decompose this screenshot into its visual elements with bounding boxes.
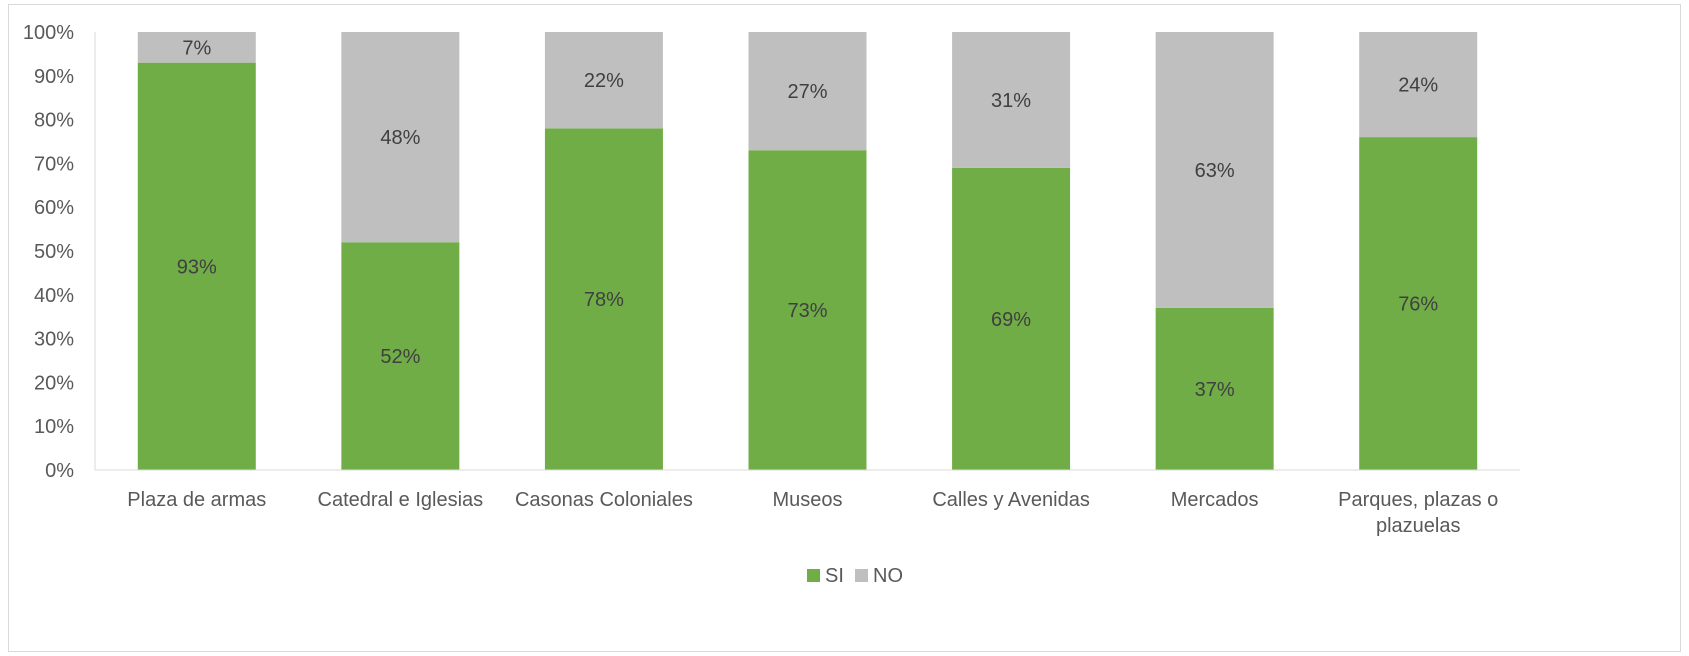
bar-si-1 [341,242,460,470]
data-label-si-1: 52% [380,346,420,368]
bar-si-5 [1155,307,1274,470]
category-label-4: Calles y Avenidas [932,489,1090,511]
data-label-si-0: 93% [177,256,217,278]
bar-si-6 [1359,137,1478,470]
y-tick-label-10: 100% [23,22,74,44]
data-label-si-3: 73% [787,300,827,322]
data-label-si-6: 76% [1398,294,1438,316]
data-labels-layer: 93% 7% 52% 48% 78% 22% 73% 27% 69% 31% 37% 63% 76% 24… [177,37,1439,401]
legend-label-si: SI [825,565,844,587]
y-tick-label-1: 10% [34,416,74,438]
bar-no-5 [1155,32,1274,308]
category-label-2: Casonas Coloniales [515,489,693,511]
y-tick-label-2: 20% [34,372,74,394]
bar-no-4 [952,32,1071,168]
legend-swatch-si [807,569,820,582]
data-label-si-4: 69% [991,309,1031,331]
bar-no-3 [748,32,867,151]
bar-si-2 [544,128,663,471]
y-tick-label-4: 40% [34,285,74,307]
bar-si-4 [952,167,1071,470]
bar-no-2 [544,32,663,129]
y-tick-label-6: 60% [34,197,74,219]
category-label-1: Catedral e Iglesias [318,489,484,511]
data-label-no-1: 48% [380,127,420,149]
category-label-5: Mercados [1171,489,1259,511]
bar-no-6 [1359,32,1478,138]
category-label-3: Museos [772,489,842,511]
data-label-si-2: 78% [584,289,624,311]
legend-label-no: NO [873,565,903,587]
bar-si-3 [748,150,867,470]
data-label-no-3: 27% [787,81,827,103]
y-tick-label-3: 30% [34,329,74,351]
data-label-no-4: 31% [991,90,1031,112]
data-label-no-6: 24% [1398,75,1438,97]
bar-no-1 [341,32,460,243]
y-tick-label-9: 90% [34,66,74,88]
category-label-6-line-1: plazuelas [1376,515,1461,537]
data-label-no-2: 22% [584,70,624,92]
bar-si-0 [137,62,256,470]
data-label-si-5: 37% [1195,379,1235,401]
bars-layer [137,32,1478,471]
category-label-0: Plaza de armas [127,489,266,511]
legend: SI NO [807,565,903,587]
legend-swatch-no [855,569,868,582]
y-tick-label-5: 50% [34,241,74,263]
y-tick-label-0: 0% [45,460,74,482]
y-tick-label-7: 70% [34,153,74,175]
y-tick-label-8: 80% [34,110,74,132]
bar-no-0 [137,32,256,63]
data-label-no-5: 63% [1195,160,1235,182]
category-label-6: Parques, plazas o [1338,489,1498,511]
data-label-no-0: 7% [182,37,211,59]
axes-layer: Plaza de armas Catedral e Iglesias Casonas… [23,22,1520,537]
